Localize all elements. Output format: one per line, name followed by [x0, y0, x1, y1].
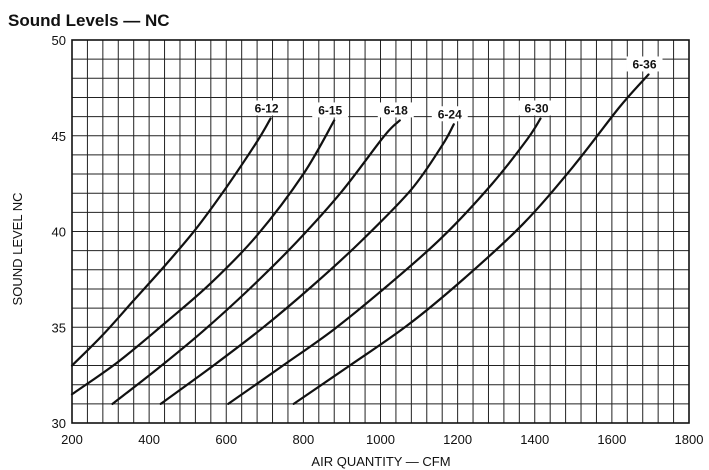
series-6-36-label: 6-36: [632, 57, 656, 71]
series-6-30-line: [227, 117, 542, 405]
y-axis-label: SOUND LEVEL NC: [10, 193, 25, 306]
y-tick-label: 45: [52, 129, 66, 144]
y-tick-label: 35: [52, 320, 66, 335]
series-labels: 6-12 6-15 6-18 6-24 6-30 6-36: [248, 56, 663, 122]
y-tick-label: 30: [52, 416, 66, 431]
x-tick-label: 1600: [597, 432, 626, 447]
series-6-24-line: [159, 123, 455, 405]
x-axis-label: AIR QUANTITY — CFM: [311, 454, 450, 469]
series-label-background: [518, 100, 555, 116]
series-6-15-line: [70, 119, 336, 396]
series-label-background: [312, 102, 349, 118]
x-tick-label: 800: [293, 432, 315, 447]
x-tick-label: 200: [61, 432, 83, 447]
series-label-background: [377, 102, 414, 118]
y-tick-label: 40: [52, 225, 66, 240]
plot-frame: [71, 39, 690, 424]
series-6-18-label: 6-18: [384, 103, 408, 117]
x-tick-label: 1000: [366, 432, 395, 447]
x-tick-label: 600: [215, 432, 237, 447]
x-tick-label: 1400: [520, 432, 549, 447]
series-curves: [70, 73, 650, 405]
series-6-30-label: 6-30: [525, 102, 549, 116]
x-tick-label: 1800: [675, 432, 704, 447]
series-6-15-label: 6-15: [318, 103, 342, 117]
grid: [71, 39, 690, 424]
x-axis-ticks: 200 400 600 800 1000 1200 1400 1600 1800: [61, 432, 703, 447]
series-6-12-label: 6-12: [255, 102, 279, 116]
x-tick-label: 400: [138, 432, 160, 447]
x-tick-label: 1200: [443, 432, 472, 447]
series-label-background: [248, 100, 285, 116]
series-6-36-line: [292, 73, 650, 405]
series-6-24-label: 6-24: [438, 107, 462, 121]
series-6-12-line: [70, 117, 272, 367]
series-6-18-line: [111, 119, 401, 405]
y-tick-label: 50: [52, 33, 66, 48]
y-axis-ticks: 30 35 40 45 50: [52, 33, 66, 431]
series-label-background: [626, 56, 663, 72]
series-label-background: [431, 106, 468, 122]
chart-title: Sound Levels — NC: [8, 11, 170, 30]
